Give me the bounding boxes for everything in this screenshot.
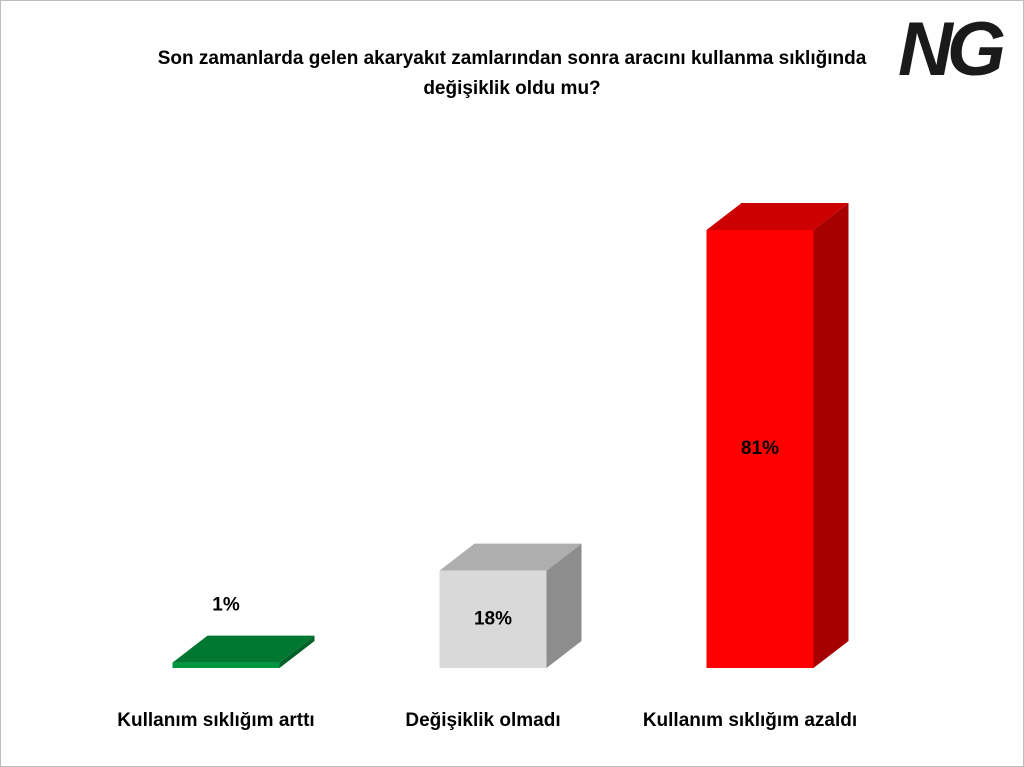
logo: NG	[898, 7, 1006, 92]
bar	[172, 662, 280, 668]
bar	[439, 570, 547, 668]
bar-top	[439, 543, 582, 571]
bar	[706, 230, 814, 668]
value-label: 1%	[212, 595, 240, 616]
x-tick-label: Değişiklik olmadı	[405, 710, 560, 731]
x-tick-label: Kullanım sıklığım arttı	[117, 710, 314, 731]
bar-side	[546, 543, 582, 668]
value-label: 81%	[741, 438, 779, 459]
bar-top	[706, 203, 849, 230]
bar-side	[279, 635, 315, 668]
bar-side	[813, 203, 849, 668]
x-tick-label: Kullanım sıklığım azaldı	[643, 710, 857, 731]
value-label: 18%	[474, 608, 512, 629]
bar-top	[172, 635, 315, 663]
chart-title: Son zamanlarda gelen akaryakıt zamlarınd…	[157, 48, 867, 99]
